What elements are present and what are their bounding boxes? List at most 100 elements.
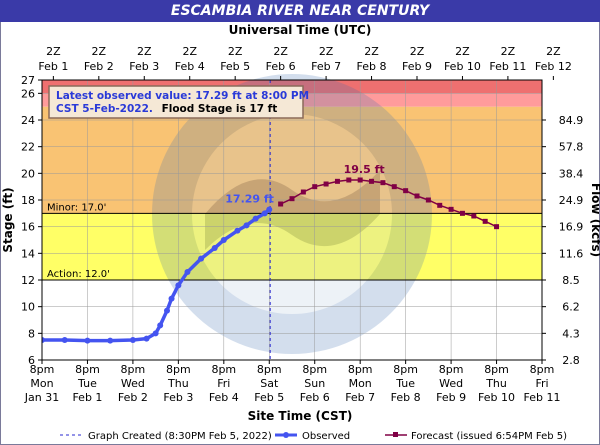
observed-point — [184, 269, 191, 275]
info-line-2-date: CST 5-Feb-2022. — [56, 103, 153, 115]
top-tick-hour: 2Z — [46, 45, 61, 58]
forecast-point — [482, 218, 488, 224]
forecast-point — [300, 189, 306, 195]
top-tick-hour: 2Z — [501, 45, 516, 58]
left-tick-label: 26 — [21, 87, 35, 100]
svg-text:CST 5-Feb-2022. Flood St: CST 5-Feb-2022. Flood Stage is 17 ft — [56, 103, 277, 115]
top-tick-hour: 2Z — [319, 45, 334, 58]
bottom-axis-title: Site Time (CST) — [248, 409, 353, 423]
observed-point — [211, 245, 218, 251]
right-tick-label: 84.9 — [559, 114, 584, 127]
top-tick-hour: 2Z — [364, 45, 379, 58]
forecast-point — [414, 193, 420, 199]
bottom-tick-date: Feb 4 — [209, 391, 239, 404]
top-tick-hour: 2Z — [137, 45, 152, 58]
threshold-label-minor: Minor: 17.0' — [47, 202, 106, 213]
observed-point — [143, 335, 150, 342]
top-tick-date: Feb 1 — [38, 60, 68, 73]
right-tick-label: 4.3 — [562, 327, 580, 340]
series-layer — [42, 177, 500, 344]
bottom-tick-day: Wed — [439, 377, 463, 390]
right-tick-label: 57.8 — [559, 141, 584, 154]
bottom-tick-day: Tue — [395, 377, 415, 390]
observed-point — [234, 227, 241, 234]
top-tick-date: Feb 7 — [311, 60, 341, 73]
bottom-tick-day: Wed — [121, 377, 145, 390]
observed-point — [168, 295, 175, 302]
bottom-tick-date: Feb 1 — [72, 391, 102, 404]
bottom-tick-day: Sun — [304, 377, 325, 390]
top-tick-date: Feb 3 — [129, 60, 159, 73]
left-tick-label: 27 — [21, 74, 35, 87]
forecast-point — [346, 177, 352, 183]
bottom-tick-time: 8pm — [166, 363, 191, 376]
forecast-point — [448, 206, 454, 212]
left-tick-label: 12 — [21, 274, 35, 287]
forecast-point — [323, 181, 329, 187]
observed-point — [243, 222, 250, 229]
top-tick-date: Feb 5 — [220, 60, 250, 73]
observed-point — [266, 206, 273, 213]
observed-point — [107, 337, 114, 344]
right-tick-label: 2.8 — [562, 354, 580, 367]
bottom-tick-time: 8pm — [257, 363, 282, 376]
left-tick-label: 10 — [21, 301, 35, 314]
legend-forecast-marker — [393, 432, 398, 437]
bottom-tick-day: Tue — [77, 377, 97, 390]
stage-band-0 — [42, 280, 542, 360]
bottom-tick-time: 8pm — [393, 363, 418, 376]
bottom-tick-time: 8pm — [75, 363, 100, 376]
top-tick-date: Feb 8 — [357, 60, 387, 73]
bottom-tick-day: Mon — [349, 377, 372, 390]
bottom-tick-date: Feb 8 — [391, 391, 421, 404]
observed-point — [164, 307, 170, 314]
observed-point — [157, 322, 164, 329]
forecast-point — [357, 177, 363, 183]
bottom-tick-time: 8pm — [121, 363, 146, 376]
bottom-tick-date: Jan 31 — [24, 391, 59, 404]
top-tick-hour: 2Z — [228, 45, 243, 58]
bottom-tick-time: 8pm — [211, 363, 236, 376]
bottom-tick-time: 8pm — [302, 363, 327, 376]
forecast-point — [289, 196, 295, 202]
top-tick-date: Feb 4 — [175, 60, 205, 73]
legend-graph-created: Graph Created (8:30PM Feb 5, 2022) — [88, 431, 272, 442]
right-tick-label: 11.6 — [559, 247, 584, 260]
bottom-tick-date: Feb 5 — [254, 391, 284, 404]
point-labels: 17.29 ft 19.5 ft — [225, 163, 384, 205]
forecast-point — [459, 210, 465, 216]
bottom-tick-day: Thu — [167, 377, 189, 390]
noaa-watermark — [152, 74, 432, 354]
observed-point — [152, 330, 159, 337]
right-tick-label: 38.4 — [559, 167, 584, 180]
left-tick-label: 8 — [28, 327, 35, 340]
bottom-tick-time: 8pm — [348, 363, 373, 376]
left-axis-title: Stage (ft) — [1, 187, 15, 252]
top-tick-date: Feb 11 — [489, 60, 526, 73]
annotation-label: 17.29 ft — [225, 192, 274, 205]
observed-point — [220, 237, 227, 243]
bottom-tick-time: 8pm — [484, 363, 509, 376]
bottom-tick-day: Sat — [260, 377, 279, 390]
bottom-tick-time: 8pm — [30, 363, 55, 376]
top-tick-hour: 2Z — [182, 45, 197, 58]
right-tick-label: 16.9 — [559, 221, 584, 234]
chart-title: ESCAMBIA RIVER NEAR CENTURY — [0, 0, 600, 22]
bottom-tick-date: Feb 10 — [478, 391, 515, 404]
forecast-point — [380, 180, 386, 186]
observed-point — [175, 282, 182, 289]
top-tick-date: Feb 6 — [266, 60, 296, 73]
bottom-tick-day: Mon — [30, 377, 53, 390]
right-tick-label: 8.5 — [562, 274, 580, 287]
forecast-point — [391, 184, 397, 190]
legend-observed-marker — [283, 432, 289, 438]
forecast-point — [334, 178, 340, 184]
top-tick-hour: 2Z — [410, 45, 425, 58]
latest-info-box: Latest observed value: 17.29 ft at 8:00 … — [48, 85, 309, 119]
bottom-tick-date: Feb 7 — [345, 391, 375, 404]
bottom-tick-date: Feb 2 — [118, 391, 148, 404]
stage-band-1 — [42, 213, 542, 280]
legend-forecast: Forecast (issued 6:54PM Feb 5) — [411, 431, 567, 442]
bottom-tick-date: Feb 3 — [163, 391, 193, 404]
